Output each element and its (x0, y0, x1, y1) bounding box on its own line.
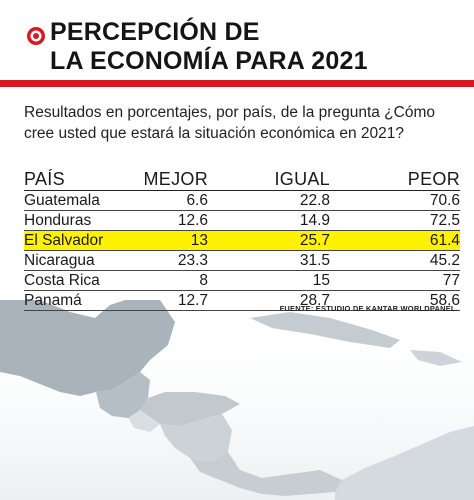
table-body: Guatemala 6.6 22.8 70.6 Honduras 12.6 14.9 72.5… (24, 190, 460, 311)
column-header-mejor: MEJOR (136, 168, 208, 191)
cell-country: Honduras (24, 210, 136, 231)
cell-peor: 58.6 (330, 290, 460, 311)
cell-peor: 72.5 (330, 210, 460, 231)
header-rule (0, 80, 474, 87)
table-row: Honduras 12.6 14.9 72.5 (24, 210, 460, 231)
cell-peor: 70.6 (330, 190, 460, 211)
cell-mejor: 13 (136, 230, 208, 251)
cell-country: Costa Rica (24, 270, 136, 291)
table-row: Panamá 12.7 28.7 58.6 (24, 290, 460, 311)
cell-mejor: 12.6 (136, 210, 208, 231)
cell-mejor: 12.7 (136, 290, 208, 311)
source-note: FUENTE: ESTUDIO DE KANTAR WORLDPANEL. (279, 304, 458, 313)
header: PERCEPCIÓN DE LA ECONOMÍA PARA 2021 (0, 0, 474, 92)
cell-mejor: 23.3 (136, 250, 208, 271)
table-row: Guatemala 6.6 22.8 70.6 (24, 190, 460, 211)
table-row: El Salvador 13 25.7 61.4 (24, 230, 460, 251)
cell-peor: 61.4 (330, 230, 460, 251)
cell-igual: 15 (208, 270, 330, 291)
column-header-igual: IGUAL (208, 168, 330, 191)
table-row: Nicaragua 23.3 31.5 45.2 (24, 250, 460, 271)
cell-igual: 31.5 (208, 250, 330, 271)
table-header-row: PAÍS MEJOR IGUAL PEOR (24, 168, 460, 191)
subtitle: Resultados en porcentajes, por país, de … (24, 104, 435, 142)
column-header-peor: PEOR (330, 168, 460, 191)
cell-peor: 77 (330, 270, 460, 291)
results-table: PAÍS MEJOR IGUAL PEOR Guatemala 6.6 22.8 70… (24, 168, 460, 311)
cell-igual: 28.7 (208, 290, 330, 311)
cell-peor: 45.2 (330, 250, 460, 271)
cell-igual: 25.7 (208, 230, 330, 251)
cell-country: Guatemala (24, 190, 136, 211)
cell-country: El Salvador (24, 230, 136, 251)
cell-igual: 22.8 (208, 190, 330, 211)
table-row: Costa Rica 8 15 77 (24, 270, 460, 291)
cell-country: Panamá (24, 290, 136, 311)
column-header-pais: PAÍS (24, 168, 136, 191)
cell-igual: 14.9 (208, 210, 330, 231)
cell-mejor: 6.6 (136, 190, 208, 211)
cell-country: Nicaragua (24, 250, 136, 271)
cell-mejor: 8 (136, 270, 208, 291)
circle-target-icon (27, 27, 45, 45)
page-title: PERCEPCIÓN DE LA ECONOMÍA PARA 2021 (50, 18, 368, 75)
